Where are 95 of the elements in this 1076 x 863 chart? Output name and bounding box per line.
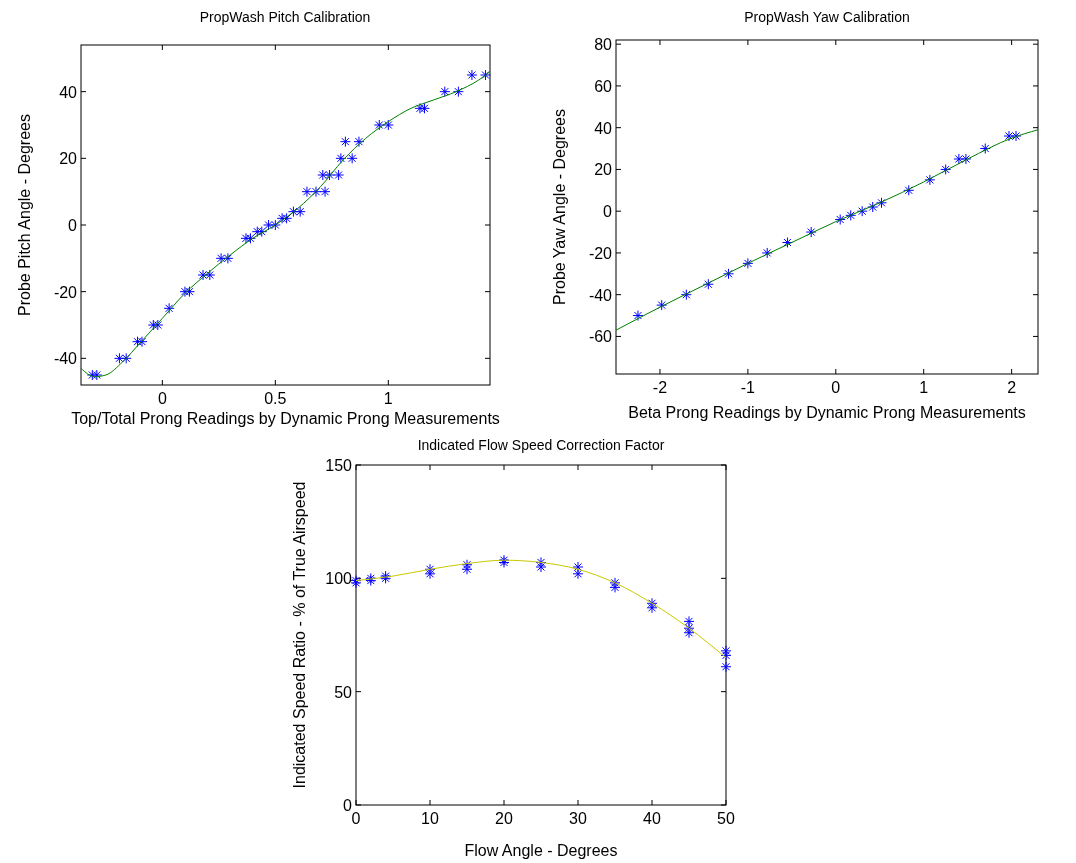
x-tick-label: 30 (569, 810, 587, 827)
y-tick-label: 20 (59, 150, 78, 168)
y-tick-label: 0 (68, 217, 78, 234)
chart-title: PropWash Yaw Calibration (744, 9, 910, 25)
y-tick-label: -20 (53, 283, 78, 301)
chart-title: Indicated Flow Speed Correction Factor (417, 437, 665, 453)
point (147, 319, 159, 331)
point (113, 352, 125, 364)
y-tick-label: 40 (594, 119, 613, 137)
x-tick-label: 20 (495, 810, 513, 827)
point (466, 69, 478, 81)
point (720, 661, 732, 673)
point (263, 219, 275, 231)
y-axis-title: Probe Yaw Angle - Degrees (551, 109, 568, 305)
y-tick-label: -20 (588, 244, 613, 262)
x-tick-label: 10 (421, 810, 439, 827)
point (120, 352, 132, 364)
point (86, 369, 98, 381)
y-axis-title: Probe Pitch Angle - Degrees (16, 114, 33, 316)
point (439, 86, 451, 98)
point (269, 219, 281, 231)
point (353, 136, 365, 148)
point (761, 247, 773, 259)
point (572, 561, 584, 573)
x-axis-title: Flow Angle - Degrees (464, 842, 618, 859)
x-axis-title: Top/Total Prong Readings by Dynamic Prong Measurements (71, 410, 500, 427)
point (572, 568, 584, 580)
point (333, 169, 345, 181)
point (339, 136, 351, 148)
point (903, 184, 915, 196)
point (742, 257, 754, 269)
point (281, 212, 293, 224)
point (702, 278, 714, 290)
point (373, 119, 385, 131)
point (632, 310, 644, 322)
x-tick-label: 0.5 (264, 390, 287, 407)
point (215, 252, 227, 264)
point (723, 268, 735, 280)
point (781, 236, 793, 248)
point (683, 615, 695, 627)
point (251, 226, 263, 238)
y-tick-label: 40 (59, 83, 78, 101)
point (287, 206, 299, 218)
point (324, 169, 336, 181)
y-tick-label: -40 (53, 350, 78, 368)
point (1003, 130, 1015, 142)
x-tick-label: 2 (1007, 379, 1017, 396)
x-tick-label: 0 (831, 379, 841, 396)
chart-title: PropWash Pitch Calibration (199, 9, 371, 25)
x-tick-label: 1 (383, 390, 393, 407)
x-tick-label: -2 (652, 379, 668, 396)
point (301, 186, 313, 198)
y-tick-label: 0 (603, 203, 613, 221)
y-tick-label: -60 (588, 328, 613, 346)
point (204, 269, 216, 281)
line-series (355, 559, 727, 659)
point (924, 174, 936, 186)
point (319, 186, 331, 198)
y-axis-title: Indicated Speed Ratio - % of True Airspeed (291, 481, 308, 789)
line-series (80, 71, 491, 378)
point (346, 152, 358, 164)
point (317, 169, 329, 181)
point (479, 69, 491, 81)
point (222, 252, 234, 264)
x-tick-label: 1 (919, 379, 929, 396)
point (960, 153, 972, 165)
y-tick-label: 20 (594, 161, 613, 179)
point (197, 269, 209, 281)
point (1010, 130, 1022, 142)
y-tick-label: -40 (588, 286, 613, 304)
y-tick-label: 0 (343, 797, 353, 814)
x-tick-label: 40 (643, 810, 661, 827)
y-tick-label: 60 (594, 77, 613, 95)
x-tick-label: 50 (717, 810, 735, 827)
point (805, 226, 817, 238)
point (163, 302, 175, 314)
x-tick-label: -1 (740, 379, 756, 396)
point (131, 336, 143, 348)
point (452, 86, 464, 98)
x-axis-title: Beta Prong Readings by Dynamic Prong Measurements (628, 404, 1026, 421)
point (335, 152, 347, 164)
y-tick-label: 50 (334, 683, 353, 701)
y-tick-label: 80 (594, 36, 613, 54)
point (382, 119, 394, 131)
point (953, 153, 965, 165)
x-tick-label: 0 (157, 390, 167, 407)
y-tick-label: 100 (325, 570, 353, 588)
point (294, 206, 306, 218)
point (680, 289, 692, 301)
point (979, 143, 991, 155)
point (656, 299, 668, 311)
point (310, 186, 322, 198)
y-tick-label: 150 (325, 457, 353, 474)
point (940, 163, 952, 175)
line-series (615, 129, 1039, 331)
